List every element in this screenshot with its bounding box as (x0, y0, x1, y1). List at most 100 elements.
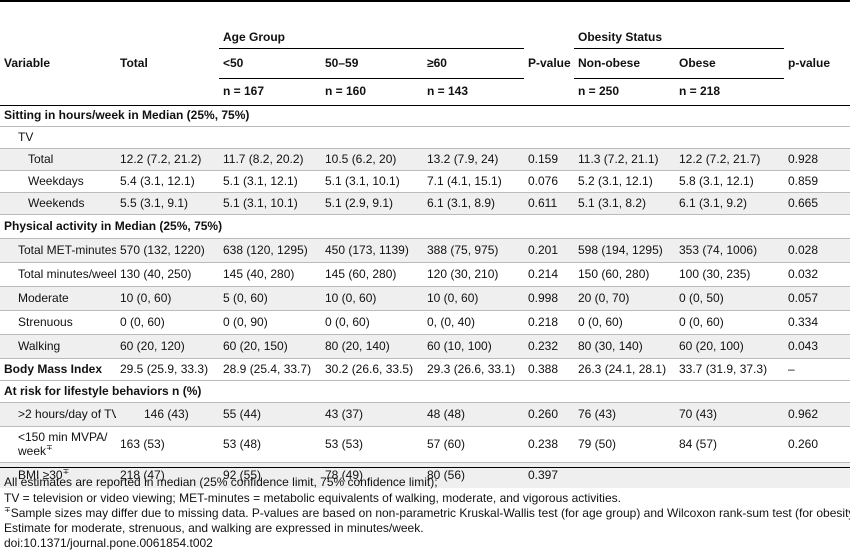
cell: 5.4 (3.1, 12.1) (116, 169, 219, 192)
n-50-59: n = 160 (325, 84, 367, 99)
table-row: Body Mass Index 29.5 (25.9, 33.3) 28.9 (… (0, 357, 850, 380)
cell: 0 (0, 50) (675, 285, 784, 310)
cell (675, 461, 784, 488)
n-lt50: n = 167 (223, 84, 265, 99)
cell: 5.1 (2.9, 9.1) (321, 191, 423, 214)
cell: 60 (20, 100) (675, 333, 784, 358)
cell: 0.928 (784, 147, 850, 170)
cell: 6.1 (3.1, 8.9) (423, 191, 524, 214)
age-group-header: Age Group (219, 26, 524, 49)
cell: 0.998 (524, 285, 574, 310)
cell: 0.859 (784, 169, 850, 192)
cell: 0.218 (524, 309, 574, 334)
row-label: Walking (0, 333, 116, 358)
cell: 0 (0, 60) (675, 309, 784, 334)
cell: 145 (60, 280) (321, 261, 423, 286)
cell: 0 (0, 90) (219, 309, 321, 334)
n-nonobese: n = 250 (578, 84, 620, 99)
cell: 20 (0, 70) (574, 285, 675, 310)
row-label: Total minutes/week (0, 261, 116, 286)
cell: 43 (37) (321, 401, 423, 426)
table-row: BMI ≥30∓ 218 (47) 92 (55) 78 (49) 80 (56… (0, 461, 850, 488)
cell: 120 (30, 210) (423, 261, 524, 286)
cell: 0 (0, 60) (574, 309, 675, 334)
cell: 0.043 (784, 333, 850, 358)
cell: 11.7 (8.2, 20.2) (219, 147, 321, 170)
cell: 53 (48) (219, 425, 321, 462)
cell: 60 (20, 120) (116, 333, 219, 358)
cell: 598 (194, 1295) (574, 237, 675, 262)
cell (574, 461, 675, 488)
cell: 29.5 (25.9, 33.3) (116, 357, 219, 380)
row-label: >2 hours/day of TV∓ (0, 401, 116, 426)
cell: 60 (20, 150) (219, 333, 321, 358)
row-label: Strenuous (0, 309, 116, 334)
cell: 26.3 (24.1, 28.1) (574, 357, 675, 380)
cell: 0.076 (524, 169, 574, 192)
column-header-row: Variable Total <50 50–59 ≥60 P-value Non… (0, 48, 850, 79)
cell: 10.5 (6.2, 20) (321, 147, 423, 170)
row-label: Total (0, 147, 116, 170)
cell: 78 (49) (321, 461, 423, 488)
subsection-title: TV (0, 125, 850, 148)
cell: 6.1 (3.1, 9.2) (675, 191, 784, 214)
cell: 10 (0, 60) (321, 285, 423, 310)
cell: 0.232 (524, 333, 574, 358)
col-pvalue-age: P-value (528, 56, 571, 70)
cell: 163 (53) (116, 425, 219, 462)
cell: 0.214 (524, 261, 574, 286)
cell: 5.1 (3.1, 8.2) (574, 191, 675, 214)
cell: 0.665 (784, 191, 850, 214)
table-row: Weekdays 5.4 (3.1, 12.1) 5.1 (3.1, 12.1)… (0, 169, 850, 192)
cell: 92 (55) (219, 461, 321, 488)
cell: 5.5 (3.1, 9.1) (116, 191, 219, 214)
table-row: Total minutes/week 130 (40, 250) 145 (40… (0, 261, 850, 286)
section-title: Sitting in hours/week in Median (25%, 75… (0, 104, 850, 126)
footnote-1: All estimates are reported in median (25… (4, 475, 438, 489)
cell: 218 (47) (116, 461, 219, 488)
row-label: Moderate (0, 285, 116, 310)
col-pvalue-ob: p-value (788, 56, 831, 70)
cell: 33.7 (31.9, 37.3) (675, 357, 784, 380)
table-row: Total 12.2 (7.2, 21.2) 11.7 (8.2, 20.2) … (0, 147, 850, 170)
cell: 79 (50) (574, 425, 675, 462)
cell: 84 (57) (675, 425, 784, 462)
cell: 80 (56) (423, 461, 524, 488)
cell: 0.611 (524, 191, 574, 214)
table-row: >2 hours/day of TV∓ 146 (43) 55 (44) 43 … (0, 401, 850, 426)
col-total: Total (120, 56, 148, 70)
cell: 150 (60, 280) (574, 261, 675, 286)
cell: 70 (43) (675, 401, 784, 426)
cell (784, 461, 850, 488)
obesity-status-header: Obesity Status (574, 26, 784, 49)
cell: 0.260 (784, 425, 850, 462)
cell: 0.397 (524, 461, 574, 488)
table-row: Weekends 5.5 (3.1, 9.1) 5.1 (3.1, 10.1) … (0, 191, 850, 214)
table-row: Total MET-minutes 570 (132, 1220) 638 (1… (0, 237, 850, 262)
col-variable: Variable (4, 56, 51, 70)
cell: 76 (43) (574, 401, 675, 426)
cell: 5.1 (3.1, 12.1) (219, 169, 321, 192)
cell: 28.9 (25.4, 33.7) (219, 357, 321, 380)
data-table: Age Group Obesity Status Variable Total … (0, 26, 850, 488)
table-row: <150 min MVPA/ week∓ 163 (53) 53 (48) 53… (0, 425, 850, 462)
table-row: Walking 60 (20, 120) 60 (20, 150) 80 (20… (0, 333, 850, 358)
cell: 5 (0, 60) (219, 285, 321, 310)
header-rule (0, 105, 850, 106)
col-nonobese: Non-obese (574, 48, 675, 79)
cell: 5.2 (3.1, 12.1) (574, 169, 675, 192)
section-title: Physical activity in Median (25%, 75%) (0, 213, 850, 238)
bottom-rule (0, 467, 850, 468)
cell: 55 (44) (219, 401, 321, 426)
row-label: Weekdays (0, 169, 116, 192)
cell: 13.2 (7.9, 24) (423, 147, 524, 170)
col-obese: Obese (675, 48, 784, 79)
n-obese: n = 218 (679, 84, 721, 99)
table-row: Moderate 10 (0, 60) 5 (0, 60) 10 (0, 60)… (0, 285, 850, 310)
cell: 0.334 (784, 309, 850, 334)
cell: 48 (48) (423, 401, 524, 426)
subsection-tv: TV (0, 125, 850, 148)
section-sitting: Sitting in hours/week in Median (25%, 75… (0, 104, 850, 126)
cell: 29.3 (26.6, 33.1) (423, 357, 524, 380)
row-label: Body Mass Index (0, 357, 116, 380)
